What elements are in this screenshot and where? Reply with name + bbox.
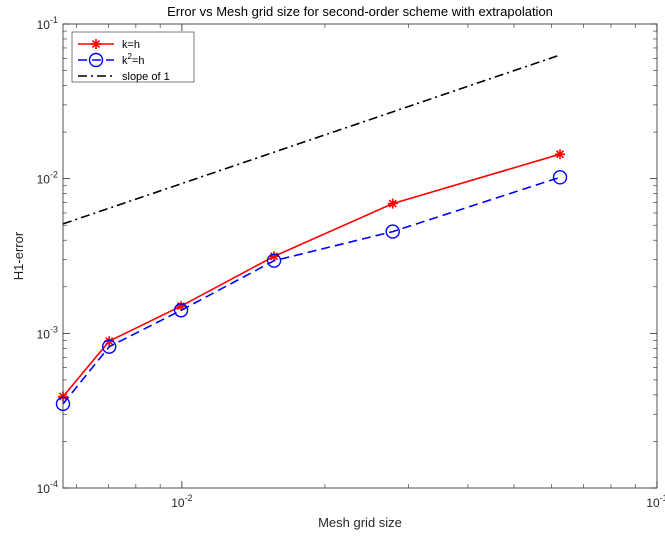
y-tick-label: 10-3	[37, 324, 58, 341]
y-axis-title: H1-error	[11, 231, 26, 280]
data-point-s0-5	[555, 149, 566, 160]
data-point-s0-3	[269, 251, 280, 262]
data-point-s1-2	[173, 303, 189, 318]
series-line-1	[62, 176, 561, 405]
x-axis-title: Mesh grid size	[318, 515, 402, 530]
data-point-s1-5	[552, 170, 568, 185]
x-tick-label: 10-1	[646, 493, 665, 510]
legend-label-0: k=h	[122, 39, 140, 51]
data-point-s0-4	[387, 198, 398, 209]
series-layer	[55, 54, 568, 412]
series-line-0	[62, 153, 561, 398]
plot-area	[63, 24, 657, 488]
legend-box	[71, 31, 195, 83]
chart-title: Error vs Mesh grid size for second-order…	[167, 4, 553, 19]
legend-marker-0	[91, 39, 101, 49]
data-point-s1-3	[266, 253, 282, 268]
legend-marker-1	[88, 52, 104, 68]
plot-frame	[62, 23, 658, 489]
legend-label-1: k2=h	[122, 52, 145, 67]
series-line-2	[62, 54, 561, 225]
y-tick-label: 10-1	[37, 15, 58, 32]
x-tick-label: 10-2	[171, 493, 192, 510]
y-tick-label: 10-2	[37, 170, 58, 187]
data-point-s1-1	[101, 339, 117, 354]
y-axis: 10-4 10-3 10-2 10-1	[37, 15, 657, 496]
data-point-s1-4	[385, 224, 400, 239]
legend: k=hk2=h slope of 1	[71, 31, 195, 83]
legend-label-2: slope of 1	[122, 71, 170, 83]
y-tick-label: 10-4	[37, 479, 58, 496]
